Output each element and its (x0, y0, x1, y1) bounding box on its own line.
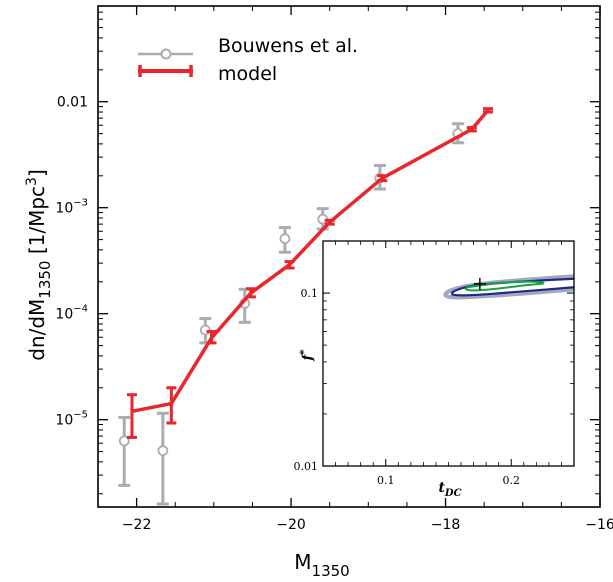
legend-label-model: model (218, 63, 277, 85)
inset-x-tick-label: 0.2 (503, 474, 521, 487)
x-tick-label: −18 (431, 517, 461, 533)
y-tick-label: 10−4 (55, 304, 88, 323)
y-tick-label-base: 10 (55, 413, 73, 429)
x-tick-label: −20 (276, 517, 306, 533)
y-tick-label: 10−3 (55, 198, 88, 217)
inset-y-axis-title-sup: * (299, 349, 310, 355)
y-axis-title-post: ] (25, 169, 49, 177)
inset-y-tick-labels: 0.01 0.1 (294, 287, 319, 473)
main-plot: −22 −20 −18 −16 10−510−410−30.01 Bouwens et… (24, 5, 613, 580)
y-tick-label: 0.01 (57, 95, 88, 111)
y-tick-label-base: 0.01 (57, 95, 88, 111)
inset-x-axis-title-base: t (438, 480, 445, 496)
x-axis-title-base: M (294, 550, 311, 574)
legend-swatch-bouwens-marker (160, 48, 172, 60)
inset-y-axis-title-base: f (300, 352, 316, 362)
inset-y-tick-label: 0.01 (294, 460, 319, 473)
y-axis-title-sup: 3 (24, 177, 40, 186)
inset-plot-background (323, 241, 574, 466)
x-axis-title-sub: 1350 (312, 562, 350, 580)
y-tick-label: 10−5 (55, 410, 88, 429)
inset-y-tick-label: 0.1 (301, 287, 319, 300)
bouwens-point (279, 233, 291, 245)
legend-label-bouwens: Bouwens et al. (218, 35, 358, 57)
inset-contours (443, 274, 575, 300)
inset-plot: 0.1 0.2 0.01 0.1 tDC f* (294, 240, 575, 499)
inset-x-tick-labels: 0.1 0.2 (377, 474, 520, 487)
inset-x-axis-title: tDC (438, 480, 461, 499)
inset-x-axis-title-sub: DC (444, 488, 462, 499)
y-axis-title-mid: [1/Mpc (25, 186, 49, 261)
y-axis-title-pre: dn/dM (25, 299, 49, 361)
y-tick-label-exponent: −5 (73, 410, 88, 421)
bouwens-point (157, 445, 169, 457)
series-model (126, 107, 494, 439)
inset-best-fit-marker (473, 277, 486, 290)
y-tick-label-exponent: −4 (73, 304, 88, 315)
y-tick-label-base: 10 (55, 201, 73, 217)
y-axis-title: dn/dM1350 [1/Mpc3] (24, 169, 54, 361)
x-tick-labels: −22 −20 −18 −16 (122, 517, 613, 533)
y-tick-labels: 10−510−410−30.01 (55, 95, 88, 429)
x-axis-title: M1350 (294, 550, 349, 580)
y-axis-title-sub: 1350 (36, 261, 54, 299)
y-tick-label-exponent: −3 (73, 198, 88, 209)
bouwens-point (118, 435, 130, 447)
main-plot-frame (97, 5, 601, 508)
x-tick-label: −16 (585, 517, 613, 533)
inset-y-axis-title: f* (299, 349, 316, 362)
inset-x-tick-label: 0.1 (377, 474, 395, 487)
confidence-contour (464, 280, 545, 292)
x-tick-label: −22 (122, 517, 152, 533)
y-tick-label-base: 10 (55, 307, 73, 323)
legend: Bouwens et al. model (138, 35, 358, 85)
inset-plot-frame (322, 240, 575, 467)
